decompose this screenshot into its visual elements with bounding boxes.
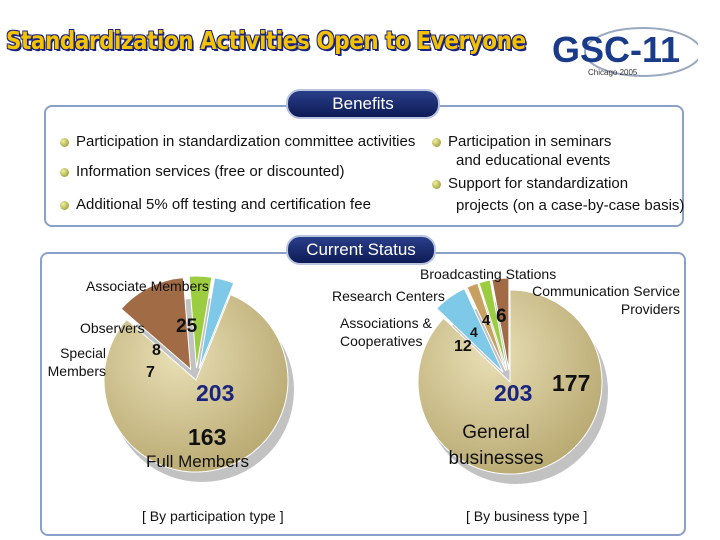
broadcasting-value: 4 — [482, 312, 491, 329]
observers-value: 8 — [152, 342, 161, 359]
full-members-value: 163 — [188, 424, 227, 450]
slice-observers — [188, 275, 213, 369]
benefits-panel — [44, 105, 684, 227]
slice-associate-members — [120, 277, 192, 371]
associations-label: Associations & Cooperatives — [340, 315, 432, 349]
associations-value: 12 — [454, 338, 472, 355]
full-members-label: Full Members — [146, 452, 249, 471]
logo-text: GSC-11 — [552, 29, 680, 70]
slice-research-centers — [466, 282, 507, 372]
business-caption: [ By business type ] — [466, 508, 588, 524]
benefits-heading: Benefits — [286, 89, 440, 119]
general-businesses-value: 177 — [552, 370, 591, 396]
communication-value: 6 — [496, 306, 507, 327]
bullet-icon — [432, 137, 441, 147]
communication-label: Communication Service Providers — [532, 283, 680, 317]
benefit-item: Information services (free or discounted… — [60, 163, 344, 180]
slice-associations — [436, 288, 504, 373]
special-members-label: Special Members — [47, 345, 106, 379]
slice-full-members — [103, 294, 289, 473]
research-centers-value: 4 — [470, 324, 478, 340]
benefit-item-cont: and educational events — [456, 152, 611, 169]
broadcasting-label: Broadcasting Stations — [420, 266, 557, 282]
research-centers-label: Research Centers — [332, 288, 445, 304]
benefit-item: Participation in seminars — [432, 133, 611, 150]
participation-caption: [ By participation type ] — [142, 508, 284, 524]
associate-members-value: 25 — [176, 316, 198, 337]
bullet-icon — [432, 179, 441, 189]
bullet-icon — [60, 137, 69, 147]
logo-subtext: Chicago 2005 — [588, 68, 638, 77]
pie-business — [417, 277, 608, 484]
benefit-item: Support for standardization — [432, 175, 628, 192]
pie-participation — [103, 275, 294, 482]
slice-special-members — [198, 277, 235, 369]
general-businesses-label: General businesses — [448, 422, 544, 469]
total-participation: 203 — [196, 380, 235, 406]
page-title: Standardization Activities Open to Every… — [6, 26, 526, 55]
special-members-value: 7 — [146, 364, 155, 381]
benefit-item: Participation in standardization committ… — [60, 133, 415, 150]
status-heading: Current Status — [286, 235, 436, 265]
benefit-item-cont: projects (on a case-by-case basis) — [456, 197, 685, 214]
associate-members-label: Associate Members — [86, 278, 209, 294]
slice-communication — [491, 277, 510, 371]
logo-swoosh-icon — [584, 27, 698, 77]
slice-general-businesses — [417, 289, 603, 475]
bullet-icon — [60, 200, 69, 210]
observers-label: Observers — [80, 320, 145, 336]
slice-broadcasting — [478, 279, 508, 371]
benefit-item: Additional 5% off testing and certificat… — [60, 196, 371, 213]
bullet-icon — [60, 167, 69, 177]
gsc-logo: GSC-11 Chicago 2005 — [552, 27, 698, 77]
total-business: 203 — [494, 380, 533, 406]
